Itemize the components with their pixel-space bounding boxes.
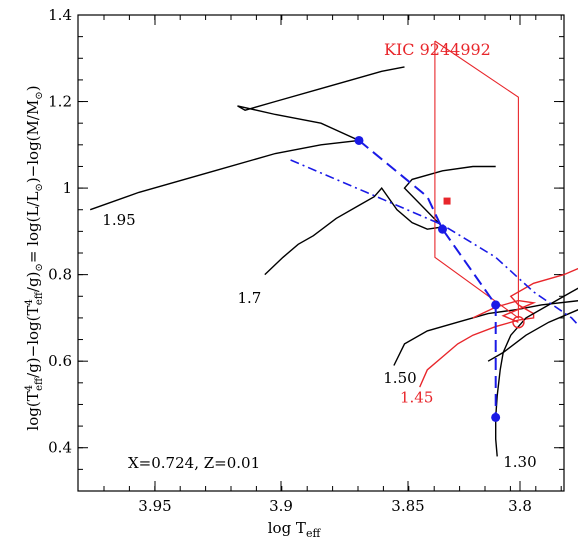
blue-point	[354, 135, 364, 145]
blue-point	[491, 412, 501, 422]
y-tick-label: 1.2	[48, 93, 72, 111]
x-axis-label: log Teff	[268, 519, 322, 540]
open-circle	[512, 316, 525, 329]
track-1.7	[264, 165, 496, 276]
axis-ticks: 3.95 3.9 3.85 3.8 0.4 0.6 0.8 1 1.2 1.4	[48, 6, 564, 515]
x-tick-label: 3.85	[391, 497, 424, 515]
track-1.95	[89, 66, 405, 211]
y-tick-label: 0.4	[48, 439, 72, 457]
track-1.50	[393, 300, 578, 366]
annotation-composition: X=0.724, Z=0.01	[128, 454, 260, 472]
plot-frame	[77, 14, 565, 492]
x-axis-label-sub: eff	[306, 527, 322, 540]
track-label-1.45: 1.45	[400, 388, 433, 406]
track-1.30	[495, 287, 578, 457]
blue-point	[491, 300, 501, 310]
x-axis-label-main: log T	[268, 519, 306, 537]
svg-text:log Teff: log Teff	[268, 519, 322, 540]
kic-box-label: KIC 9244992	[384, 40, 491, 59]
kic-point	[443, 197, 451, 205]
x-tick-label: 3.9	[269, 497, 293, 515]
labels: 1.95 1.7 1.501.45 1.30	[102, 211, 536, 471]
y-tick-label: 1	[62, 179, 72, 197]
track-label-1.50: 1.50	[383, 369, 416, 387]
x-tick-label: 3.8	[508, 497, 532, 515]
blue-point	[438, 224, 447, 234]
overlays	[290, 40, 578, 422]
kic-box	[434, 40, 519, 319]
y-axis-label: log(T4eff/g)−log(T4eff/g)⊙= log(L/L⊙)−lo…	[24, 85, 45, 430]
y-tick-label: 1.4	[48, 6, 72, 24]
track-label-1.7: 1.7	[237, 289, 261, 307]
y-tick-label: 0.8	[48, 266, 72, 284]
svg-text:log(T4eff/g)−log(T4eff/g)⊙= lo: log(T4eff/g)−log(T4eff/g)⊙= log(L/L⊙)−lo…	[24, 85, 45, 430]
y-tick-label: 0.6	[48, 352, 72, 370]
track-1.45	[419, 267, 578, 388]
blue-dashdot-line	[290, 159, 578, 327]
x-tick-label: 3.95	[138, 497, 171, 515]
track-label-1.30: 1.30	[503, 453, 536, 471]
blue-dashed-line	[358, 139, 497, 418]
track-label-1.95: 1.95	[102, 211, 135, 229]
evolution-tracks	[89, 66, 578, 457]
